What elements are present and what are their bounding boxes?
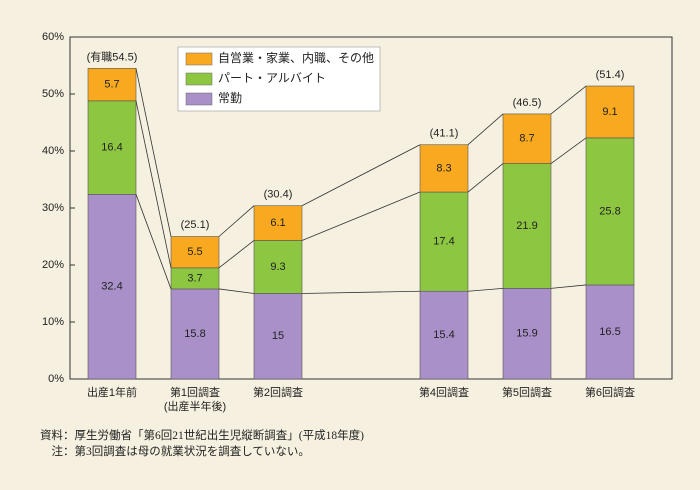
connector-line [301, 290, 421, 294]
connector-line [135, 194, 172, 290]
y-tick-label: 20% [42, 259, 64, 271]
connector-line [467, 113, 504, 146]
value-label: 32.4 [101, 281, 122, 293]
bar-segment [87, 100, 137, 195]
source-note: 資料：厚生労働省「第6回21世紀出生児縦断調査」(平成18年度) [40, 430, 364, 442]
connector-line [467, 287, 504, 292]
total-label: (46.5) [513, 97, 542, 109]
x-tick-label: 第2回調査 [252, 387, 304, 399]
value-label: 16.5 [599, 326, 620, 338]
total-label: (51.4) [596, 69, 625, 81]
connector-line [550, 284, 587, 289]
connector-line [301, 191, 421, 241]
value-label: 15.8 [184, 328, 205, 340]
y-tick-label: 40% [42, 145, 64, 157]
y-tick-label: 0% [48, 373, 64, 385]
y-tick-label: 30% [42, 202, 64, 214]
legend-swatch [185, 92, 213, 106]
total-label: (30.4) [264, 189, 293, 201]
total-label: (25.1) [181, 219, 210, 231]
y-tick-label: 50% [42, 88, 64, 100]
bar-segment [419, 290, 469, 380]
value-label: 3.7 [187, 272, 202, 284]
value-label: 9.1 [602, 106, 617, 118]
connector-line [218, 205, 255, 237]
connector-line [218, 288, 255, 294]
bar-segment [502, 288, 552, 380]
x-tick-label: 第1回調査 (出産半年後) [163, 387, 227, 413]
y-tick-label: 10% [42, 316, 64, 328]
source-note: 注：第3回調査は母の就業状況を調査していない。 [40, 446, 310, 458]
value-label: 5.5 [187, 246, 202, 258]
value-label: 21.9 [516, 220, 537, 232]
connector-line [135, 100, 172, 268]
bar-segment [87, 194, 137, 380]
bar-segment [419, 144, 469, 193]
bar-segment [253, 240, 303, 294]
bar-segment [253, 293, 303, 380]
value-label: 16.4 [101, 141, 122, 153]
value-label: 5.7 [104, 79, 119, 91]
x-tick-label: 出産1年前 [86, 387, 138, 399]
value-label: 8.3 [436, 162, 451, 174]
legend-label: 自営業・家業、内職、その他 [218, 50, 374, 65]
x-tick-label: 第6回調査 [584, 387, 636, 399]
y-tick-label: 60% [42, 31, 64, 43]
bar-segment [585, 85, 635, 139]
bar-segment [170, 236, 220, 269]
bar-segment [585, 137, 635, 286]
connector-line [135, 68, 172, 237]
bar-segment [253, 205, 303, 241]
value-label: 9.3 [270, 261, 285, 273]
x-tick-label: 第4回調査 [418, 387, 470, 399]
connector-line [550, 137, 587, 164]
value-label: 25.8 [599, 205, 620, 217]
connector-line [467, 163, 504, 193]
value-label: 6.1 [270, 217, 285, 229]
total-label: (有職54.5) [87, 49, 138, 63]
bar-segment [502, 163, 552, 289]
value-label: 15.4 [433, 329, 454, 341]
connector-line [550, 85, 587, 115]
connector-line [301, 144, 421, 207]
bar-segment [87, 68, 137, 102]
bar-segment [585, 284, 635, 380]
value-label: 15 [272, 330, 284, 342]
legend-swatch [185, 72, 213, 86]
value-label: 17.4 [433, 236, 454, 248]
legend-label: パート・アルバイト [218, 71, 326, 85]
legend-label: 常勤 [218, 91, 242, 105]
legend-swatch [185, 52, 213, 66]
x-tick-label: 第5回調査 [501, 387, 553, 399]
value-label: 15.9 [516, 328, 537, 340]
total-label: (41.1) [430, 128, 459, 140]
value-label: 8.7 [519, 133, 534, 145]
connector-line [218, 240, 255, 269]
bar-segment [419, 191, 469, 292]
bar-segment [502, 113, 552, 164]
bar-segment [170, 288, 220, 380]
